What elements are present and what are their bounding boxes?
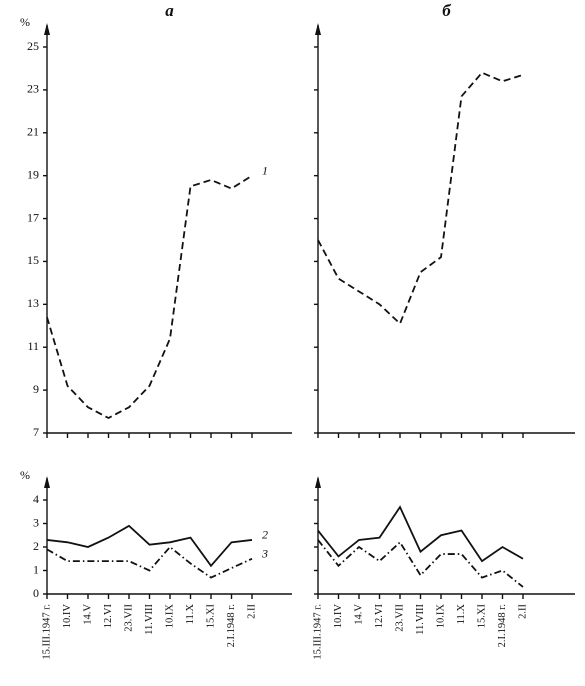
- x-tick-label: 2.I.1948 г.: [226, 604, 237, 647]
- x-tick-label: 12.VI: [103, 604, 114, 629]
- x-tick-label: 2.II: [246, 604, 257, 619]
- y-tick-label: 7: [33, 425, 39, 439]
- x-tick-label: 10.IX: [435, 604, 446, 629]
- y-tick-label: 23: [27, 82, 39, 96]
- data-line: [317, 71, 524, 326]
- y-axis-label: %: [20, 468, 30, 482]
- y-tick-label: 9: [33, 382, 39, 396]
- x-tick-label: 11.X: [456, 604, 467, 625]
- x-tick-label: 10.IV: [333, 604, 344, 629]
- x-tick-label: 11.VIII: [144, 604, 155, 635]
- y-tick-label: 21: [27, 125, 39, 139]
- x-tick-label: 23.VII: [123, 603, 134, 631]
- y-tick-label: 15: [27, 253, 39, 267]
- data-line: [46, 174, 253, 420]
- x-tick-label: 15.XI: [476, 604, 487, 629]
- x-tick-label: 15.III.1947 г.: [41, 604, 52, 660]
- panel-title: б: [442, 1, 452, 20]
- x-tick-label: 2.II: [517, 604, 528, 619]
- series-label: 1: [262, 163, 268, 177]
- y-tick-label: 19: [27, 167, 39, 181]
- y-axis-label: %: [20, 15, 30, 29]
- series-label: 2: [262, 528, 268, 542]
- y-tick-label: 3: [33, 515, 39, 529]
- y-tick-label: 2: [33, 539, 39, 553]
- x-tick-label: 14.V: [353, 604, 364, 625]
- y-tick-label: 11: [27, 339, 39, 353]
- data-line: [46, 545, 253, 579]
- x-tick-label: 14.V: [82, 604, 93, 625]
- x-tick-label: 2.I.1948 г.: [497, 604, 508, 647]
- y-tick-label: 1: [33, 562, 39, 576]
- data-line: [317, 539, 524, 588]
- y-tick-label: 0: [33, 586, 39, 600]
- x-tick-label: 11.VIII: [415, 604, 426, 635]
- x-tick-label: 15.III.1947 г.: [312, 604, 323, 660]
- x-tick-label: 10.IV: [62, 604, 73, 629]
- x-tick-label: 10.IX: [164, 604, 175, 629]
- x-tick-label: 23.VII: [394, 603, 405, 631]
- axis-arrow: [315, 23, 321, 35]
- axis-arrow: [44, 476, 50, 488]
- x-tick-label: 12.VI: [374, 604, 385, 629]
- y-tick-label: 4: [33, 492, 39, 506]
- data-line: [46, 524, 253, 568]
- panel-title: а: [165, 1, 174, 20]
- y-tick-label: 17: [27, 210, 39, 224]
- y-tick-label: 13: [27, 296, 39, 310]
- data-line: [317, 505, 524, 563]
- x-tick-label: 15.XI: [205, 604, 216, 629]
- axis-arrow: [44, 23, 50, 35]
- series-label: 3: [261, 547, 268, 561]
- y-tick-label: 25: [27, 39, 39, 53]
- axis-arrow: [315, 476, 321, 488]
- x-tick-label: 11.X: [185, 604, 196, 625]
